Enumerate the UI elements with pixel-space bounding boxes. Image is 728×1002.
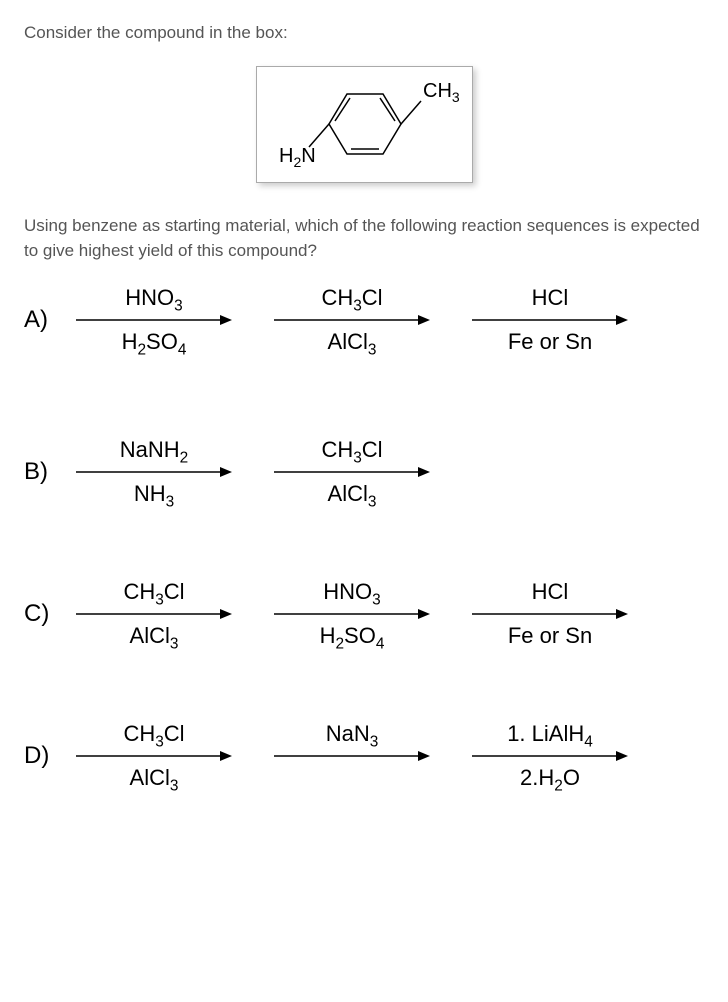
reagent-top: CH3Cl: [321, 284, 382, 312]
reagent-bottom: Fe or Sn: [508, 328, 592, 356]
reagent-bottom: Fe or Sn: [508, 622, 592, 650]
option-c-step-1: CH3Cl AlCl3: [74, 578, 234, 650]
prompt-line-1: Consider the compound in the box:: [24, 20, 704, 46]
option-b-step-2: CH3Cl AlCl3: [272, 436, 432, 508]
option-c: C) CH3Cl AlCl3 HNO3 H2SO4 HCl Fe or Sn: [24, 578, 704, 650]
reagent-top: CH3Cl: [123, 720, 184, 748]
reagent-bottom: 2.H2O: [520, 764, 580, 792]
arrow-icon: [272, 748, 432, 764]
arrow-icon: [470, 606, 630, 622]
option-d-step-1: CH3Cl AlCl3: [74, 720, 234, 792]
reagent-bottom: AlCl3: [328, 328, 377, 356]
reagent-top: NaNH2: [120, 436, 188, 464]
arrow-icon: [74, 312, 234, 328]
option-a: A) HNO3 H2SO4 CH3Cl AlCl3 HCl Fe or Sn: [24, 284, 704, 356]
reagent-top: HNO3: [125, 284, 182, 312]
reagent-top: HCl: [532, 284, 569, 312]
compound-right-label: CH3: [423, 80, 460, 105]
option-b-step-1: NaNH2 NH3: [74, 436, 234, 508]
reagent-bottom: AlCl3: [130, 764, 179, 792]
reagent-bottom: AlCl3: [328, 480, 377, 508]
reagent-bottom: NH3: [134, 480, 174, 508]
compound-structure: H2N CH3: [257, 67, 472, 182]
option-a-step-3: HCl Fe or Sn: [470, 284, 630, 356]
option-a-step-2: CH3Cl AlCl3: [272, 284, 432, 356]
option-d: D) CH3Cl AlCl3 NaN3 1. LiAlH4 2.H2O: [24, 720, 704, 792]
option-c-step-2: HNO3 H2SO4: [272, 578, 432, 650]
prompt-line-2: Using benzene as starting material, whic…: [24, 213, 704, 264]
arrow-icon: [272, 464, 432, 480]
reagent-bottom: H2SO4: [122, 328, 187, 356]
reagent-top: NaN3: [326, 720, 379, 748]
reagent-top: HNO3: [323, 578, 380, 606]
reagent-bottom: AlCl3: [130, 622, 179, 650]
reagent-bottom: H2SO4: [320, 622, 385, 650]
arrow-icon: [74, 464, 234, 480]
option-a-step-1: HNO3 H2SO4: [74, 284, 234, 356]
option-d-label: D): [24, 742, 74, 770]
compound-left-label: H2N: [279, 145, 316, 170]
option-b: B) NaNH2 NH3 CH3Cl AlCl3: [24, 436, 704, 508]
arrow-icon: [470, 748, 630, 764]
reagent-bottom: [349, 764, 355, 792]
arrow-icon: [272, 606, 432, 622]
option-a-label: A): [24, 306, 74, 334]
option-d-step-2: NaN3: [272, 720, 432, 792]
reagent-top: 1. LiAlH4: [507, 720, 593, 748]
reagent-top: CH3Cl: [123, 578, 184, 606]
arrow-icon: [74, 606, 234, 622]
option-c-label: C): [24, 600, 74, 628]
arrow-icon: [470, 312, 630, 328]
compound-box: H2N CH3: [256, 66, 473, 183]
reagent-top: CH3Cl: [321, 436, 382, 464]
option-b-label: B): [24, 458, 74, 486]
arrow-icon: [74, 748, 234, 764]
reagent-top: HCl: [532, 578, 569, 606]
option-d-step-3: 1. LiAlH4 2.H2O: [470, 720, 630, 792]
arrow-icon: [272, 312, 432, 328]
options-container: A) HNO3 H2SO4 CH3Cl AlCl3 HCl Fe or Sn B…: [24, 284, 704, 792]
option-c-step-3: HCl Fe or Sn: [470, 578, 630, 650]
